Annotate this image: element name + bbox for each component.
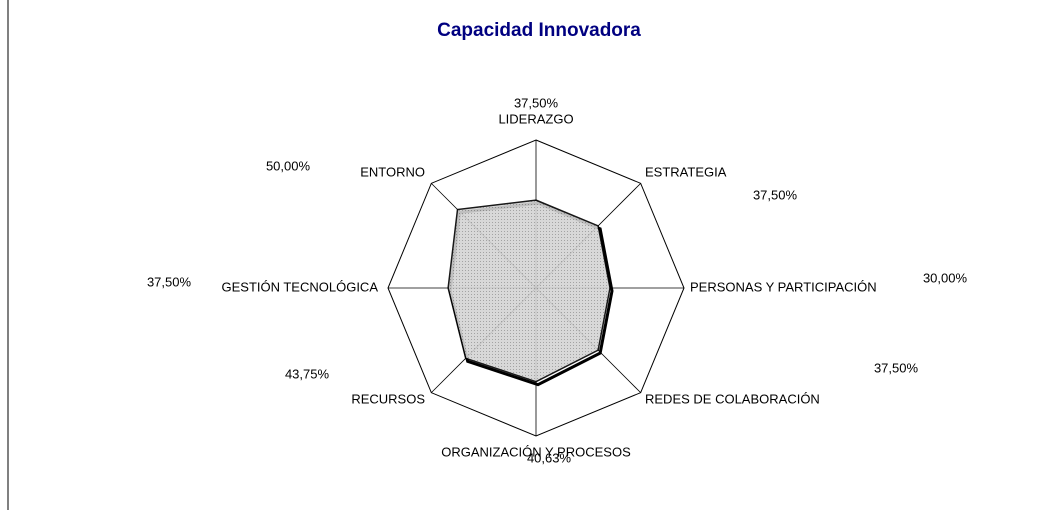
value-label: 37,50% bbox=[874, 360, 919, 375]
value-label: 43,75% bbox=[285, 366, 330, 381]
value-label: 37,50% bbox=[147, 274, 192, 289]
category-label: ESTRATEGIA bbox=[645, 164, 727, 179]
value-label: 50,00% bbox=[266, 158, 311, 173]
value-label: 37,50% bbox=[514, 95, 559, 110]
category-label: GESTIÓN TECNOLÓGICA bbox=[221, 279, 378, 294]
value-label: 40,63% bbox=[527, 450, 572, 465]
category-label: LIDERAZGO bbox=[498, 111, 573, 126]
radar-area bbox=[447, 199, 611, 383]
value-label: 37,50% bbox=[753, 187, 798, 202]
value-label: 30,00% bbox=[923, 270, 968, 285]
category-label: ORGANIZACIÓN Y PROCESOS bbox=[441, 444, 631, 459]
category-label: RECURSOS bbox=[351, 391, 425, 406]
category-label: REDES DE COLABORACIÓN bbox=[645, 391, 820, 406]
category-label: ENTORNO bbox=[360, 164, 425, 179]
chart-title: Capacidad Innovadora bbox=[437, 20, 641, 41]
category-label: PERSONAS Y PARTICIPACIÓN bbox=[690, 279, 877, 294]
